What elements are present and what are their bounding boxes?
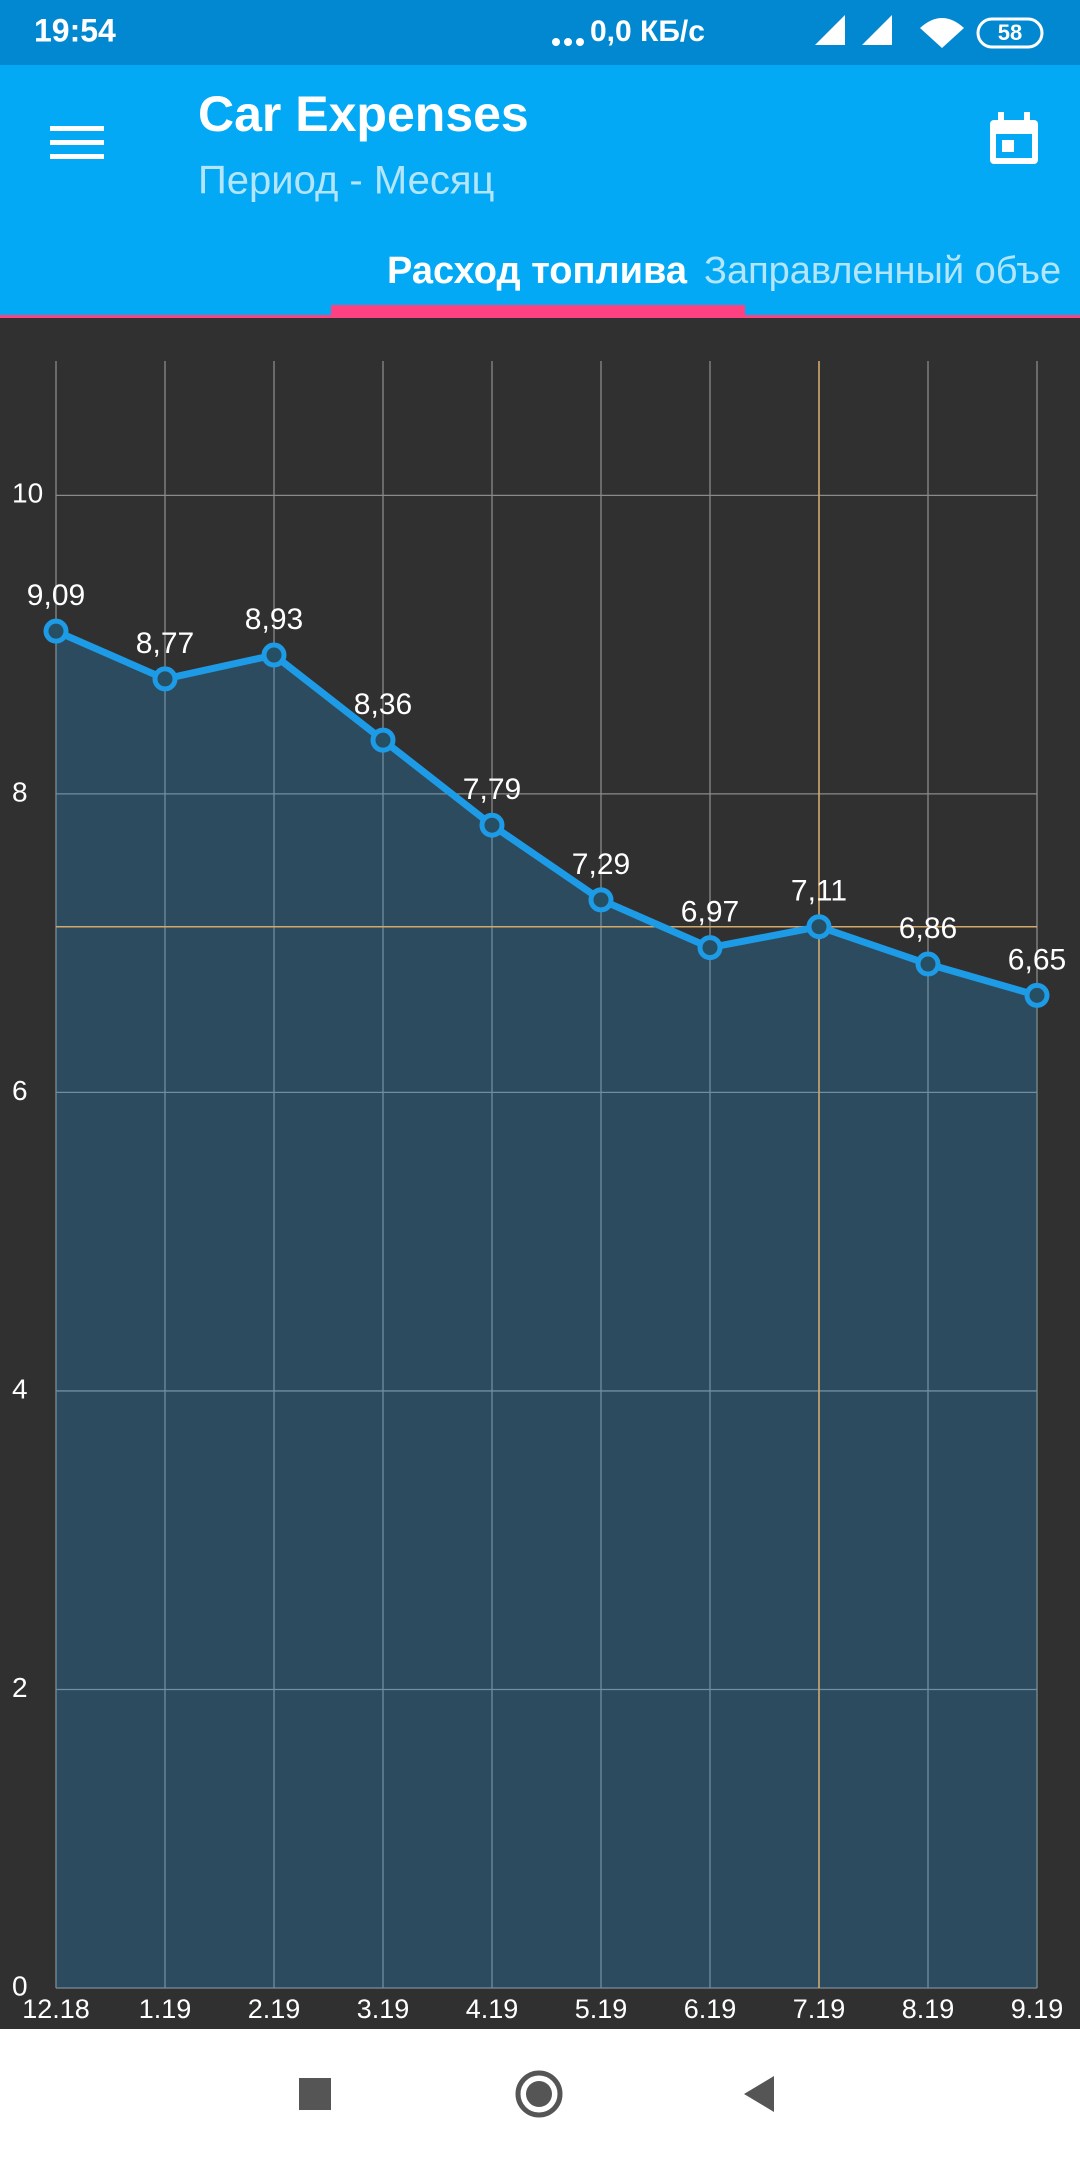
x-tick-label: 4.19 [466, 1994, 519, 2024]
y-tick-label: 4 [12, 1373, 28, 1404]
app-title: Car Expenses [198, 86, 529, 142]
point [370, 727, 396, 753]
point [1024, 982, 1050, 1008]
value-label: 7,29 [572, 848, 630, 881]
battery-level: 58 [998, 20, 1022, 45]
x-tick-label: 7.19 [793, 1994, 846, 2024]
value-label: 6,65 [1008, 943, 1066, 976]
tab-active[interactable]: Расход топлива [387, 250, 688, 292]
y-tick-label: 10 [12, 478, 43, 509]
value-label: 7,11 [791, 875, 847, 908]
value-label: 7,79 [463, 773, 521, 806]
point [43, 618, 69, 644]
network-speed: 0,0 КБ/с [590, 15, 705, 48]
x-tick-label: 3.19 [357, 1994, 410, 2024]
y-tick-label: 8 [12, 776, 28, 807]
calendar-button[interactable] [990, 112, 1038, 164]
x-tick-label: 8.19 [902, 1994, 955, 2024]
y-tick-label: 2 [12, 1672, 28, 1703]
y-tick-label: 0 [12, 1970, 28, 2001]
point [588, 887, 614, 913]
x-tick-label: 12.18 [22, 1994, 90, 2024]
tab-indicator [331, 305, 745, 317]
area [56, 631, 1037, 1988]
point [806, 914, 832, 940]
point [261, 642, 287, 668]
chart: 0 2 4 6 8 10 9,09 8,77 8,93 8,36 7,79 7,29 6,97 7,11 6… [12, 361, 1066, 2024]
value-label: 6,97 [681, 896, 739, 929]
nav-back[interactable] [744, 2076, 774, 2112]
nav-home[interactable] [515, 2070, 563, 2118]
value-label: 6,86 [899, 912, 957, 945]
x-tick-label: 5.19 [575, 1994, 628, 2024]
status-bar [0, 0, 1080, 65]
point [915, 951, 941, 977]
value-label: 8,77 [136, 627, 194, 660]
value-label: 8,93 [245, 603, 303, 636]
status-icons [552, 15, 1044, 49]
app-bar [0, 65, 1080, 318]
x-tick-label: 6.19 [684, 1994, 737, 2024]
nav-home-dot [526, 2081, 552, 2107]
tab[interactable]: Заправленный объе [704, 250, 1061, 292]
point [697, 935, 723, 961]
app-subtitle: Период - Месяц [198, 159, 494, 203]
point [479, 812, 505, 838]
line [54, 627, 1038, 999]
status-time: 19:54 [34, 12, 116, 48]
menu-button[interactable] [50, 126, 104, 159]
x-tick-label: 9.19 [1011, 1994, 1064, 2024]
value-label: 9,09 [27, 579, 85, 612]
x-tick-label: 1.19 [139, 1994, 192, 2024]
y-tick-label: 6 [12, 1075, 28, 1106]
value-label: 8,36 [354, 688, 412, 721]
nav-recents[interactable] [299, 2078, 331, 2110]
x-tick-label: 2.19 [248, 1994, 301, 2024]
point [152, 666, 178, 692]
